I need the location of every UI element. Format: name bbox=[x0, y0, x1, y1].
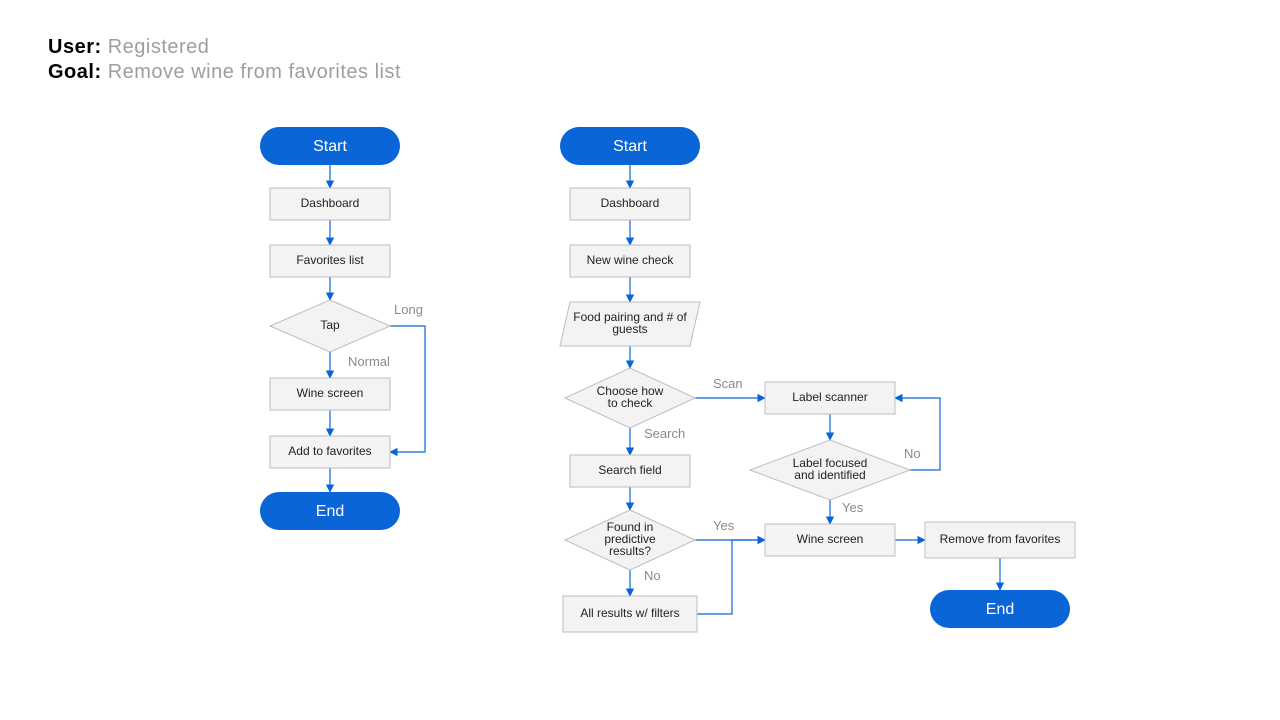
node-text-f2-label-1: and identified bbox=[794, 468, 865, 482]
node-text-f1-tap-0: Tap bbox=[320, 318, 340, 332]
node-text-f1-wine: Wine screen bbox=[297, 386, 364, 400]
edge-label: Yes bbox=[713, 518, 735, 533]
flowchart-canvas: Normal Long Scan Search Yes No No Yes Start Dash… bbox=[0, 0, 1280, 720]
node-text-f2-end: End bbox=[986, 601, 1014, 618]
edge-label: Normal bbox=[348, 354, 390, 369]
node-text-f1-add: Add to favorites bbox=[288, 444, 371, 458]
node-text-f2-search: Search field bbox=[598, 463, 661, 477]
node-text-f1-dash: Dashboard bbox=[301, 196, 360, 210]
edge bbox=[390, 326, 425, 452]
edge-label: Yes bbox=[842, 500, 864, 515]
node-text-f2-wine: Wine screen bbox=[797, 532, 864, 546]
node-text-f1-start: Start bbox=[313, 138, 347, 155]
edge-label: No bbox=[644, 568, 661, 583]
node-text-f2-found-2: results? bbox=[609, 544, 651, 558]
edge bbox=[697, 540, 765, 614]
node-text-f2-start: Start bbox=[613, 138, 647, 155]
edge-label: Long bbox=[394, 302, 423, 317]
node-text-f2-food-1: guests bbox=[612, 322, 647, 336]
node-text-f2-choose-1: to check bbox=[608, 396, 654, 410]
edge-label: Scan bbox=[713, 376, 743, 391]
node-text-f1-end: End bbox=[316, 503, 344, 520]
node-text-f2-dash: Dashboard bbox=[601, 196, 660, 210]
node-text-f2-remove: Remove from favorites bbox=[940, 532, 1061, 546]
node-text-f1-fav: Favorites list bbox=[296, 253, 364, 267]
node-text-f2-scanner: Label scanner bbox=[792, 390, 867, 404]
node-text-f2-all: All results w/ filters bbox=[580, 606, 679, 620]
edge-label: No bbox=[904, 446, 921, 461]
edge-label: Search bbox=[644, 426, 685, 441]
node-text-f2-newchk: New wine check bbox=[587, 253, 675, 267]
